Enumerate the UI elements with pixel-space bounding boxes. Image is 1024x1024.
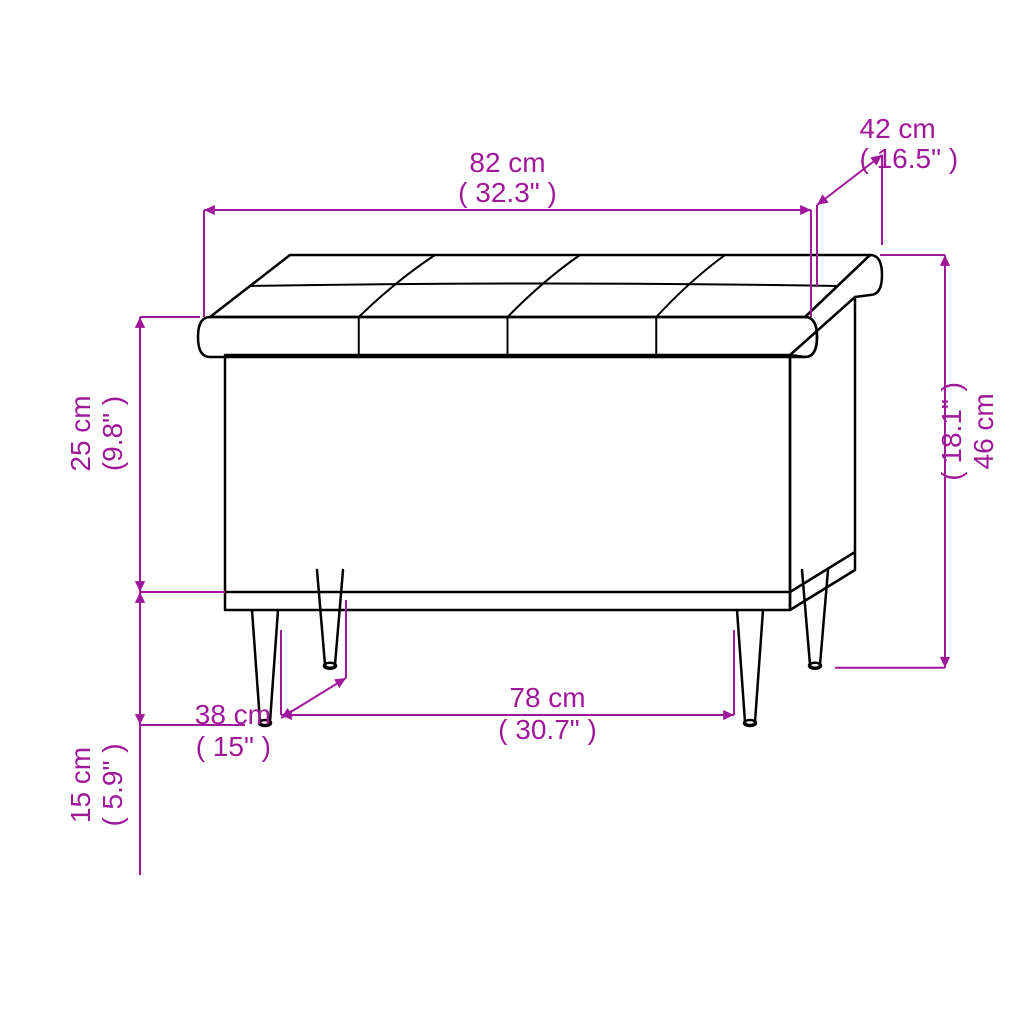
- dim-total-height-cm: 46 cm: [968, 393, 999, 469]
- dim-leg-width-in: ( 30.7" ): [498, 714, 597, 745]
- dim-top-depth-cm: 42 cm: [860, 113, 936, 144]
- dim-top-width-in: ( 32.3" ): [458, 177, 557, 208]
- dim-leg-height-in: ( 5.9" ): [97, 743, 128, 826]
- dim-top-depth-in: ( 16.5" ): [860, 143, 959, 174]
- dim-total-height-in: ( 18.1" ): [936, 382, 967, 481]
- dim-top-width-cm: 82 cm: [469, 147, 545, 178]
- dim-body-height-cm: 25 cm: [65, 395, 96, 471]
- dim-leg-height-cm: 15 cm: [65, 747, 96, 823]
- dim-body-height-in: (9.8" ): [97, 396, 128, 471]
- dim-leg-depth-in: ( 15" ): [196, 731, 271, 762]
- dim-leg-depth-cm: 38 cm: [195, 699, 271, 730]
- storage-bench-drawing: [198, 255, 882, 726]
- dim-leg-width-cm: 78 cm: [509, 682, 585, 713]
